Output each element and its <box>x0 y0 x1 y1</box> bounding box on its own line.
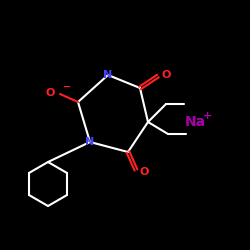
Text: N: N <box>86 137 94 147</box>
Text: N: N <box>104 70 112 80</box>
Text: O: O <box>162 70 172 80</box>
Text: −: − <box>63 82 71 92</box>
Text: O: O <box>46 88 55 98</box>
Text: Na: Na <box>184 115 206 129</box>
Text: +: + <box>202 111 211 121</box>
Text: O: O <box>140 167 149 177</box>
